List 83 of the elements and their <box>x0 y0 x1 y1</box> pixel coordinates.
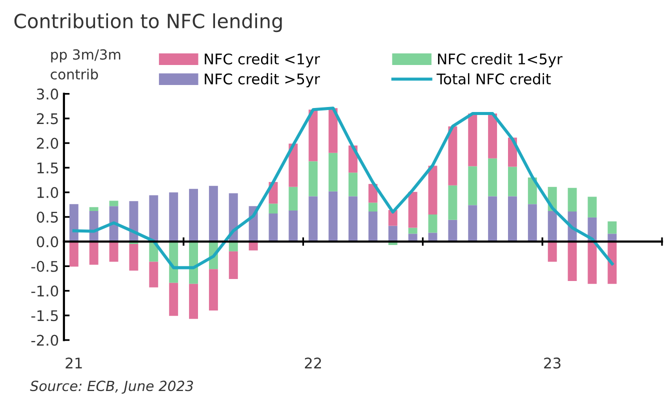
bar <box>528 204 537 242</box>
bar <box>508 166 517 196</box>
bar <box>548 242 557 262</box>
bar <box>89 207 98 212</box>
bar <box>248 242 258 250</box>
y-axis-title: pp 3m/3m contrib <box>50 49 120 80</box>
bar <box>428 214 438 233</box>
y-tick-label: 2.5 <box>36 113 58 124</box>
bar <box>368 202 378 212</box>
bar <box>69 242 78 267</box>
bar <box>588 242 597 284</box>
y-tick-label: 0.5 <box>36 212 58 223</box>
bar <box>268 204 278 214</box>
bar <box>608 242 617 284</box>
legend-label: NFC credit >5yr <box>204 73 320 88</box>
bar <box>308 161 318 196</box>
bar <box>169 192 178 242</box>
y-tick-label: 2.0 <box>36 138 58 149</box>
y-tick-label: 1.0 <box>37 187 58 198</box>
bar <box>288 144 298 187</box>
y-tick-label: 0.0 <box>36 236 58 248</box>
y-tick-label: 3.0 <box>36 88 58 100</box>
bar <box>488 158 498 196</box>
x-tick-label: 22 <box>304 358 321 368</box>
bar <box>468 166 478 206</box>
bar <box>468 114 478 166</box>
bar <box>149 195 158 242</box>
bar <box>328 191 338 242</box>
bar <box>588 196 597 218</box>
bar <box>428 166 438 214</box>
bar <box>288 210 298 242</box>
bar <box>328 108 338 153</box>
x-tick-label: 23 <box>544 358 560 369</box>
bar <box>208 186 218 242</box>
bar <box>528 178 537 204</box>
x-tick-label: 21 <box>66 358 82 368</box>
bar <box>448 185 458 220</box>
bar <box>548 211 557 242</box>
bar <box>308 110 318 162</box>
bar <box>448 126 458 186</box>
line-series <box>72 106 614 270</box>
legend-label: NFC credit <1yr <box>204 53 320 68</box>
bar <box>228 251 238 279</box>
y-tick-label: -2.0 <box>31 334 58 346</box>
bar <box>608 221 617 234</box>
bar <box>69 204 78 242</box>
bar <box>388 226 398 242</box>
bar <box>228 242 238 252</box>
bar <box>348 196 358 242</box>
bar <box>109 200 118 206</box>
bar <box>89 242 98 265</box>
bar <box>308 196 318 242</box>
source-note: Source: ECB, June 2023 <box>30 380 194 394</box>
bar <box>189 242 198 284</box>
bar <box>408 192 418 228</box>
y-tick-label: -0.5 <box>31 260 58 272</box>
bar <box>129 244 138 271</box>
bar <box>189 188 198 242</box>
bar <box>408 228 418 234</box>
bar <box>488 114 498 158</box>
bar <box>348 172 358 196</box>
bar <box>448 220 458 242</box>
bar <box>189 284 198 319</box>
y-tick-label: -1.5 <box>31 310 58 322</box>
y-tick-label: -1.0 <box>31 286 58 297</box>
bar <box>328 152 338 192</box>
bar <box>488 196 498 242</box>
bar <box>109 242 118 262</box>
bar <box>368 212 378 242</box>
legend-label: Total NFC credit <box>436 73 551 84</box>
bar <box>508 196 517 242</box>
bar <box>568 188 577 212</box>
bar <box>149 262 158 288</box>
y-tick-label: 1.5 <box>37 162 58 174</box>
bar <box>129 201 138 242</box>
legend-label: NFC credit 1<5yr <box>438 53 562 68</box>
bar <box>268 213 278 242</box>
bar <box>288 186 298 211</box>
bar <box>208 269 218 310</box>
chart-title: Contribution to NFC lending <box>14 13 282 32</box>
bar <box>468 205 478 242</box>
bar <box>568 242 577 281</box>
bar <box>169 282 178 316</box>
